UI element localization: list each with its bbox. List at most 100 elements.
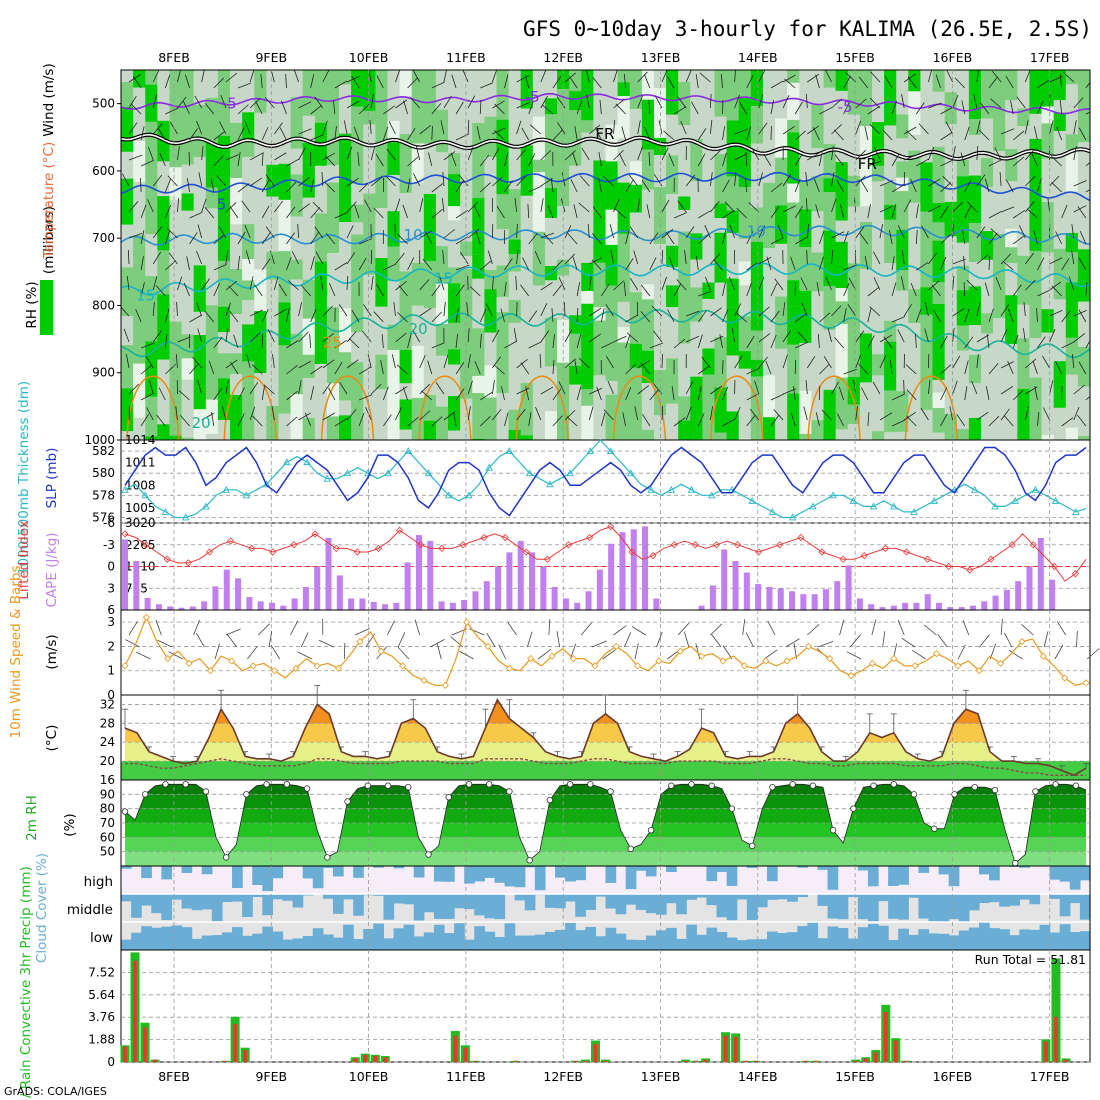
wind-barb <box>637 385 650 395</box>
wind-barb <box>827 328 832 343</box>
wind-barb <box>210 178 215 193</box>
wind-barb <box>673 106 687 115</box>
y-tick-label-right: 3020 <box>125 516 156 530</box>
wind-barb <box>135 308 142 323</box>
rh-cell <box>484 70 498 117</box>
wind-barb <box>916 262 929 271</box>
rh-cell <box>121 316 135 346</box>
rh-cell <box>678 288 692 344</box>
cloud-middle-bar <box>332 894 344 914</box>
wind-barb <box>494 130 505 141</box>
y-tick-label-right: 1014 <box>125 433 156 447</box>
rh2m-point <box>384 782 392 789</box>
cloud-middle-bar <box>1059 894 1071 917</box>
cloud-middle-bar <box>827 894 839 919</box>
wind-barb <box>976 226 986 239</box>
rh-cell <box>835 220 849 242</box>
cloud-low-bar <box>908 934 920 950</box>
wind10m-barb <box>839 619 845 636</box>
rh-cell <box>956 110 970 160</box>
wind-barb <box>845 72 857 83</box>
wind-barb <box>697 334 703 349</box>
cape-bar <box>438 601 445 610</box>
y-tick-label: 580 <box>92 466 115 480</box>
cloud-high-bar <box>484 866 496 878</box>
rh-cell <box>544 280 559 319</box>
rh-cell <box>629 292 643 344</box>
rh-cell <box>1041 434 1055 440</box>
wind10m-speed-point <box>890 655 898 663</box>
lifted-index-point <box>1029 541 1037 549</box>
wind-barb <box>441 198 445 213</box>
wind-barb <box>673 212 688 219</box>
wind10m-barb <box>537 648 552 660</box>
rh-cell <box>205 305 219 359</box>
wind-barb <box>648 100 651 115</box>
wind-barb <box>540 178 553 187</box>
rh-cell <box>884 70 898 126</box>
rh-cell <box>193 208 207 266</box>
wind-barb <box>128 232 143 239</box>
rh-cell <box>811 420 825 440</box>
lifted-index-point <box>142 541 150 549</box>
rh-cell <box>835 323 849 378</box>
wind-barb <box>946 70 954 83</box>
rh-cell <box>666 70 680 115</box>
wind-barb <box>907 76 917 89</box>
rh-cell <box>326 237 341 254</box>
wind-barb <box>722 418 735 427</box>
cloud-high-bar <box>575 866 586 881</box>
rh-cell <box>847 377 861 405</box>
wind-barb <box>386 148 396 161</box>
cape-bar <box>834 581 841 610</box>
rh-cell <box>557 320 571 363</box>
cloud-high-bar <box>888 866 899 886</box>
rh-cell <box>169 199 183 219</box>
rh-cell <box>520 195 534 224</box>
wind10m-speed-point <box>334 664 343 672</box>
wind-barb <box>722 282 726 297</box>
y-tick-label: 50 <box>100 845 115 859</box>
rh-cell <box>266 351 280 407</box>
wind-barb <box>1056 126 1063 141</box>
wind-barb <box>261 232 271 245</box>
rh-cell <box>460 70 474 123</box>
wind-barb <box>1073 146 1077 161</box>
cloud-middle-bar <box>726 894 738 921</box>
rh-cell <box>448 174 462 207</box>
wind-barb <box>598 178 602 193</box>
wind-barb <box>431 416 443 427</box>
wind-barb <box>522 257 530 271</box>
wind-barb <box>600 308 605 323</box>
rh-cell <box>666 358 680 404</box>
cape-bar <box>122 539 128 610</box>
wind-barb <box>831 172 835 187</box>
wind10m-barb <box>268 631 273 648</box>
cape-bar <box>822 589 829 610</box>
wind-barb <box>492 329 500 343</box>
cloud-low-bar <box>161 926 173 950</box>
lifted-index-point <box>227 537 235 545</box>
thickness-point <box>525 469 534 477</box>
rh-cell <box>278 70 292 124</box>
cloud-middle-bar <box>282 894 294 901</box>
rh-cell <box>557 259 571 276</box>
wind-barb <box>252 415 263 427</box>
wind10m-speed-point <box>377 647 385 655</box>
cloud-low-bar <box>232 927 243 950</box>
cape-bar <box>879 607 886 610</box>
rh-cell <box>314 165 328 214</box>
wind-barb <box>419 230 432 239</box>
rh-cell <box>835 301 849 324</box>
rh-cell <box>326 165 341 183</box>
wind-barb <box>609 224 614 239</box>
wind-barb <box>882 129 893 141</box>
cloud-middle-bar <box>837 894 849 920</box>
wind-barb <box>249 332 261 343</box>
rh-cell <box>980 313 995 334</box>
wind-barb <box>516 223 518 239</box>
rh-cell <box>302 142 316 198</box>
wind-barb <box>985 386 990 401</box>
wind-barb <box>924 328 929 343</box>
